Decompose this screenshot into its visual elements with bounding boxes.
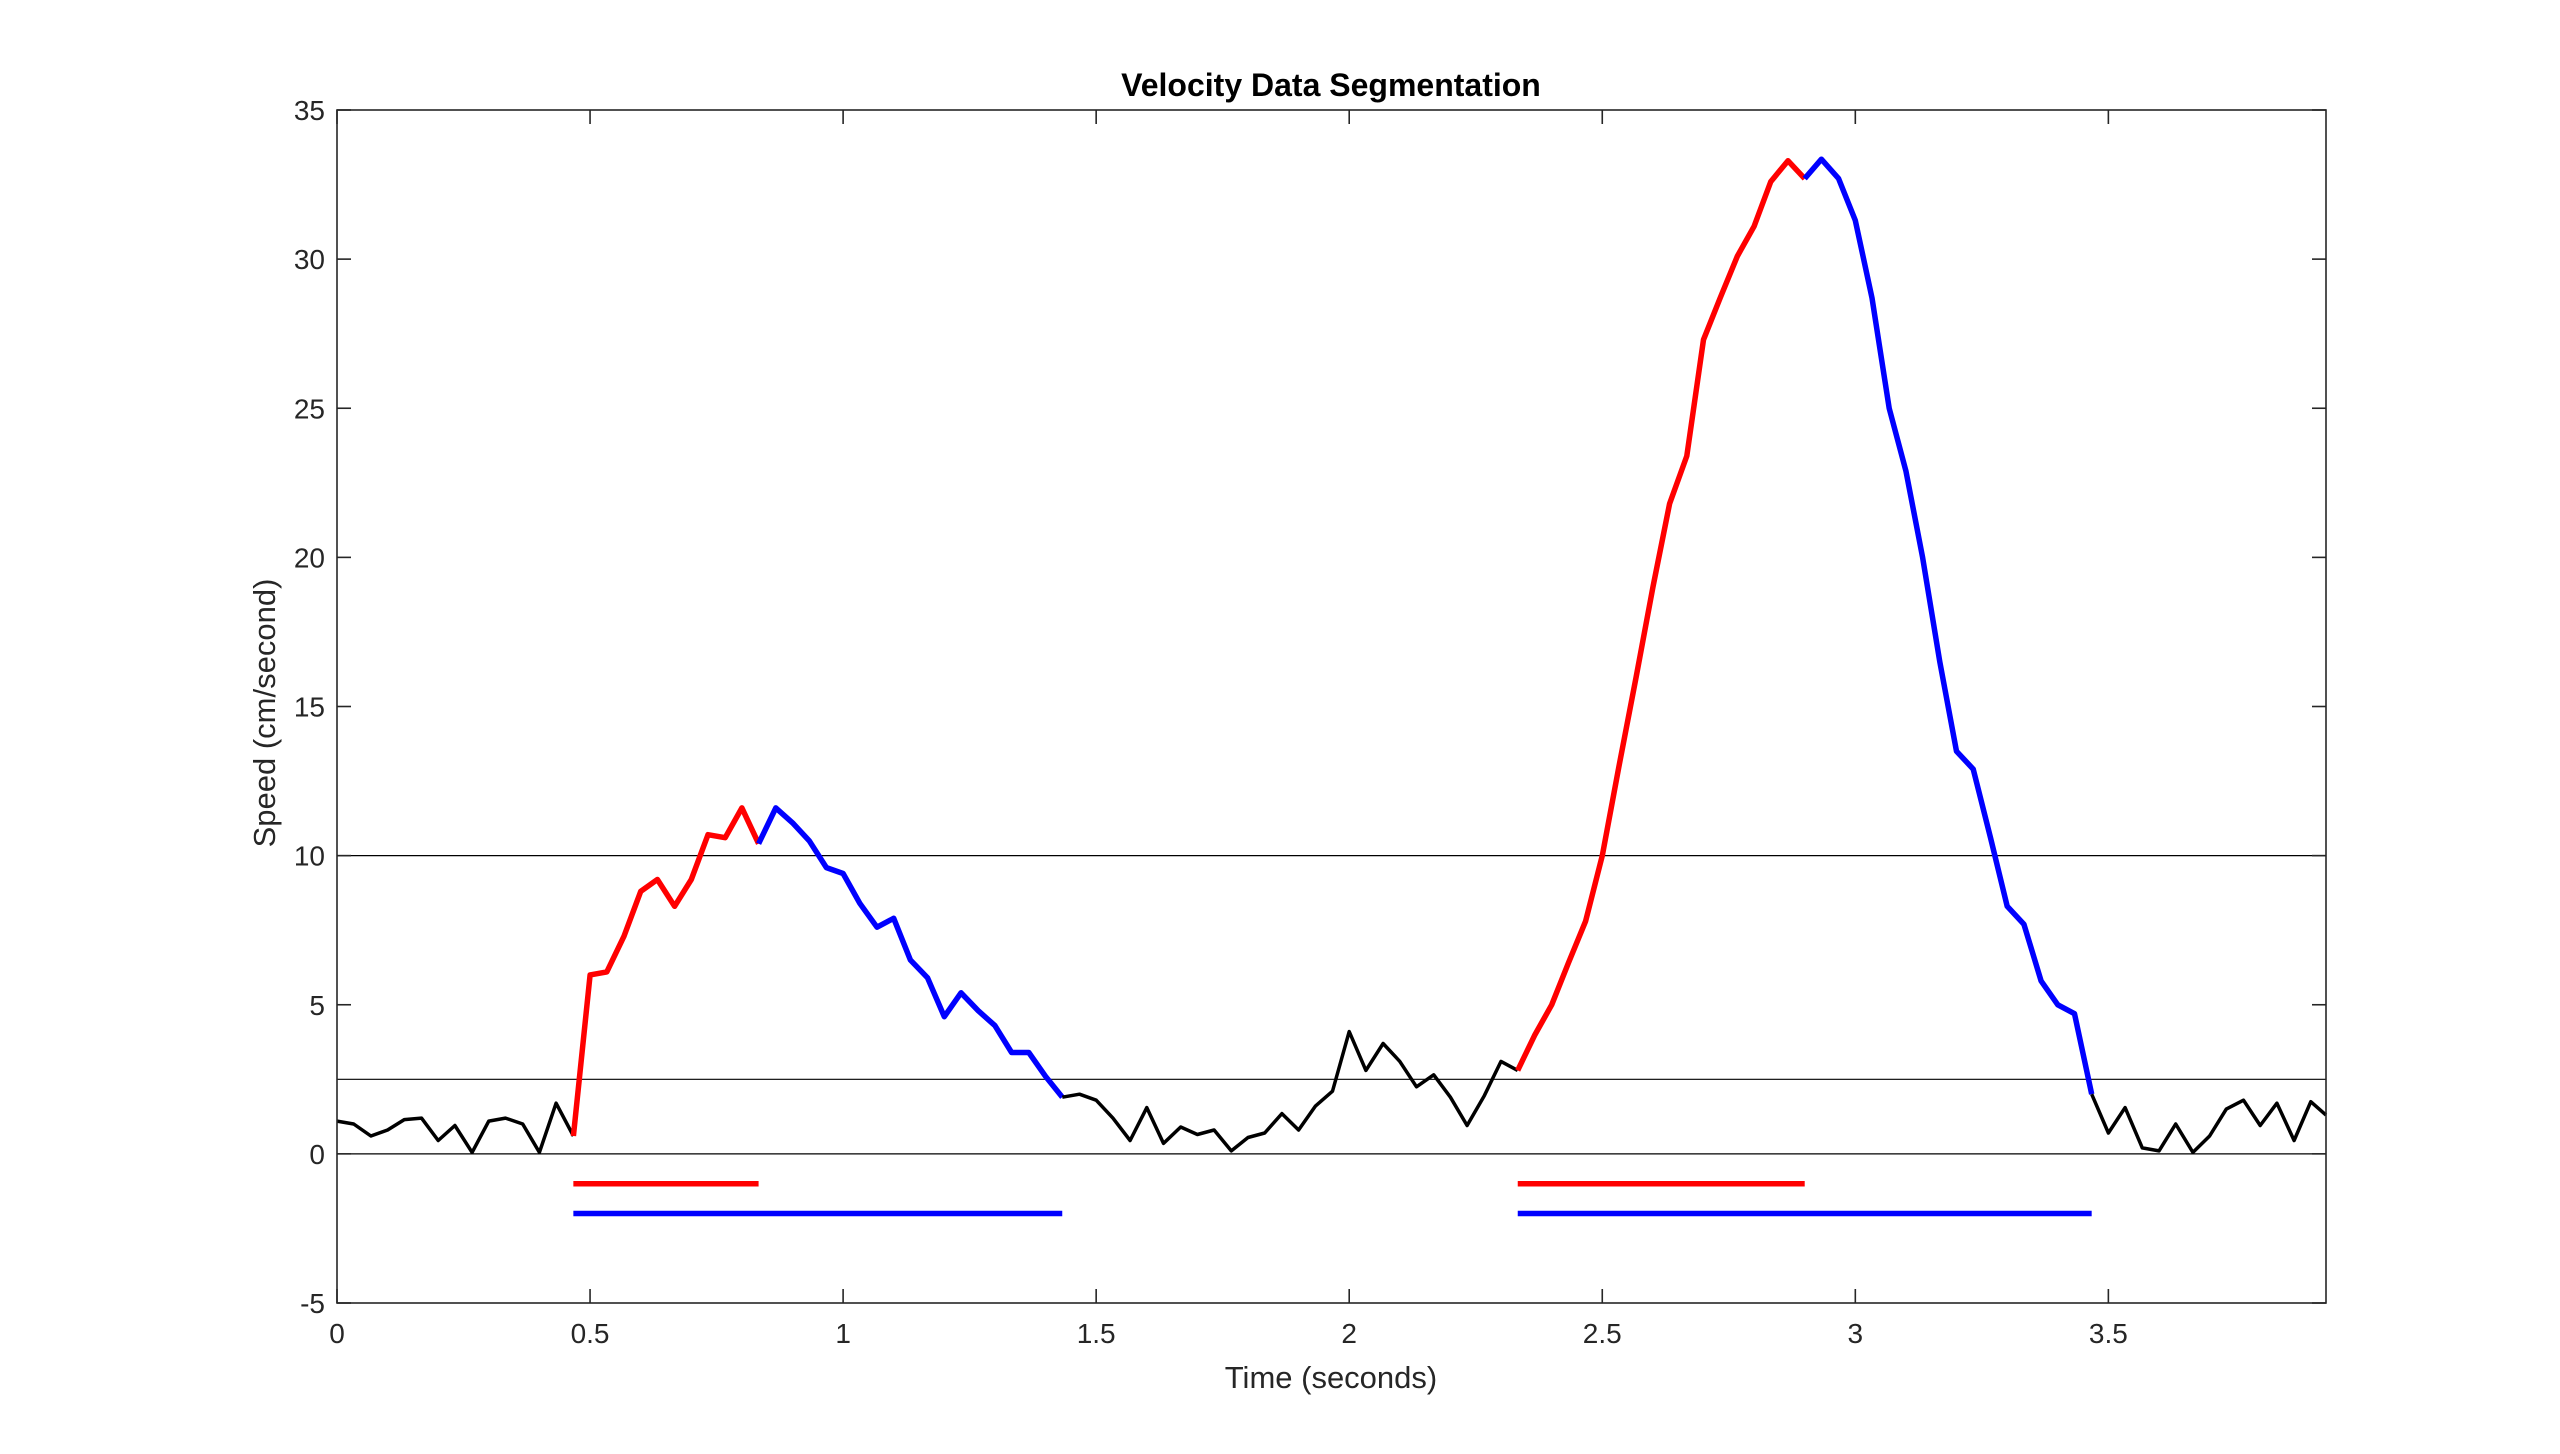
x-tick-label-0: 0 xyxy=(329,1318,345,1349)
y-axis-label: Speed (cm/second) xyxy=(247,579,282,848)
y-tick-label-2: 5 xyxy=(309,990,325,1021)
x-tick-label-7: 3.5 xyxy=(2089,1318,2128,1349)
x-tick-label-1: 0.5 xyxy=(571,1318,610,1349)
x-tick-label-2: 1 xyxy=(835,1318,851,1349)
segment-bars xyxy=(573,1180,2092,1217)
y-tick-label-8: 35 xyxy=(294,95,325,126)
x-tick-label-6: 3 xyxy=(1848,1318,1864,1349)
series-line-6 xyxy=(2090,1093,2328,1155)
plot-frame xyxy=(336,109,2327,1304)
series-line-5 xyxy=(1802,156,2095,1095)
series-line-2 xyxy=(756,805,1065,1099)
x-axis-label: Time (seconds) xyxy=(1225,1360,1437,1395)
y-tick-label-5: 20 xyxy=(294,542,325,573)
series-line-0 xyxy=(336,1101,575,1155)
x-tick-label-5: 2.5 xyxy=(1583,1318,1622,1349)
x-tick-label-4: 2 xyxy=(1341,1318,1357,1349)
series-line-1 xyxy=(570,805,762,1137)
series-line-4 xyxy=(1515,157,1807,1072)
y-tick-label-7: 30 xyxy=(294,244,325,275)
series-line-3 xyxy=(1061,1029,1519,1153)
y-tick-label-0: -5 xyxy=(300,1288,325,1319)
y-tick-label-6: 25 xyxy=(294,393,325,424)
data-series xyxy=(336,156,2328,1155)
y-tick-label-3: 10 xyxy=(294,841,325,872)
x-tick-label-3: 1.5 xyxy=(1077,1318,1116,1349)
y-tick-label-1: 0 xyxy=(309,1139,325,1170)
y-tick-label-4: 15 xyxy=(294,692,325,723)
chart-title: Velocity Data Segmentation xyxy=(1121,67,1541,103)
